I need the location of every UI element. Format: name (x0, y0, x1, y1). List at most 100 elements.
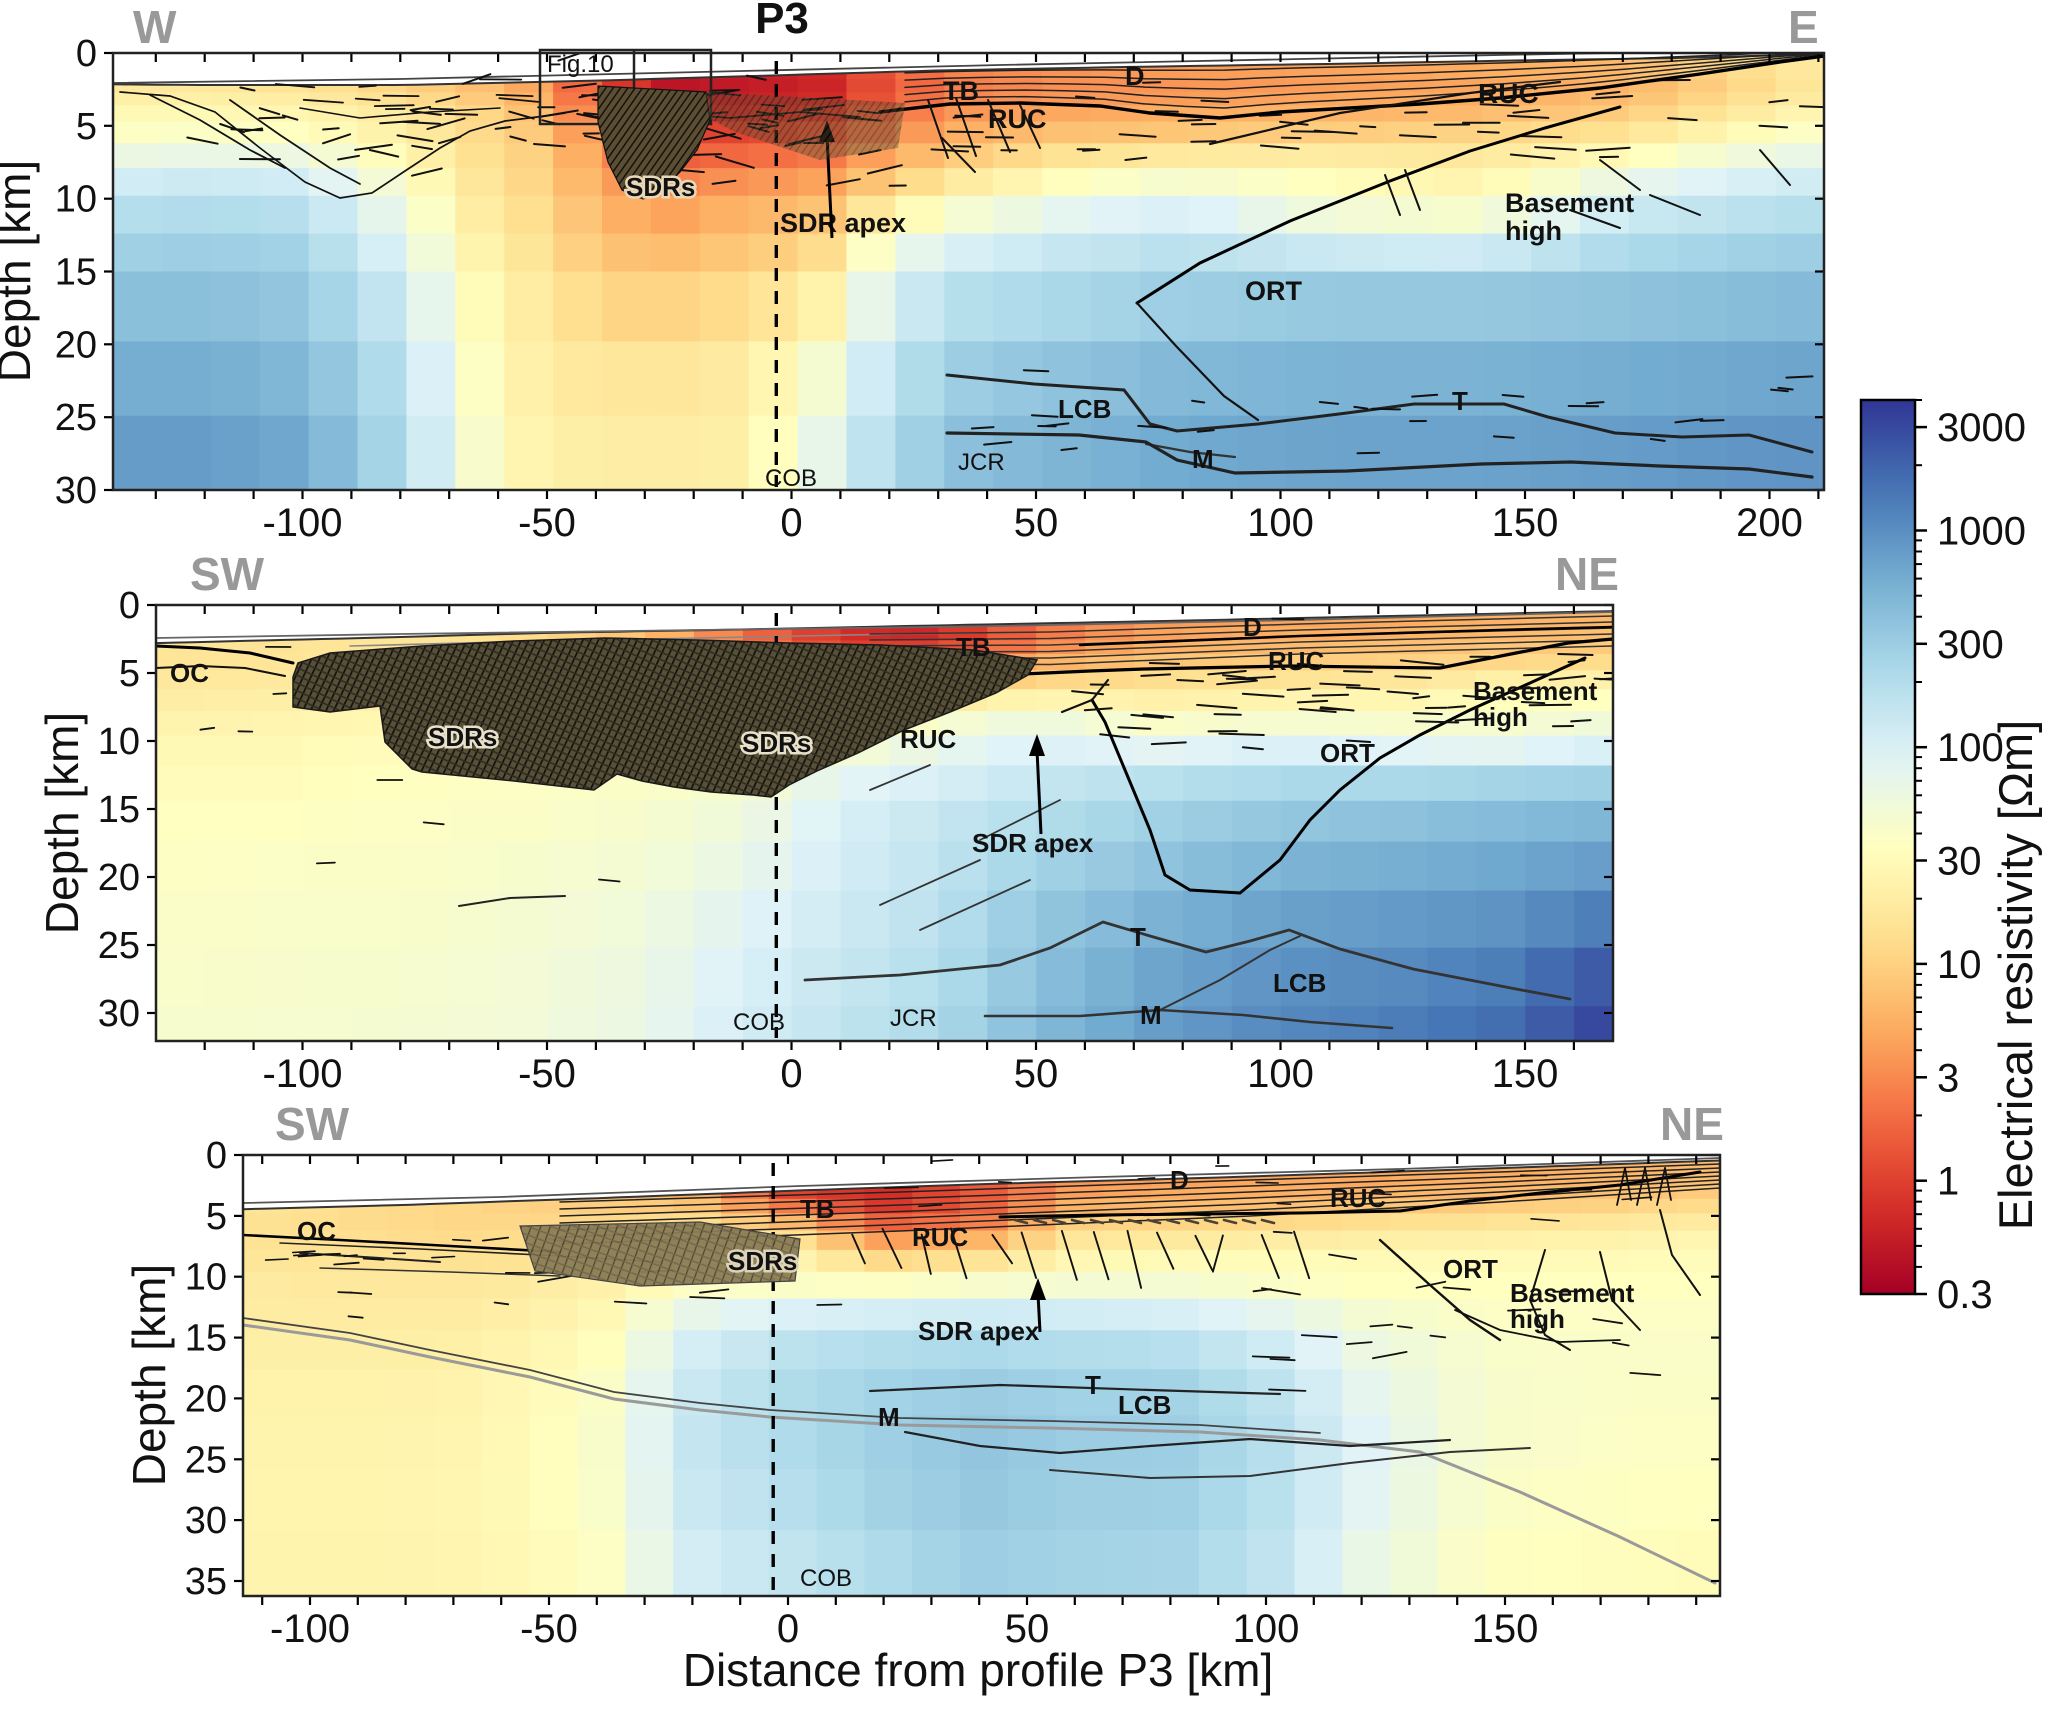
svg-text:0: 0 (119, 585, 140, 627)
svg-text:300: 300 (1937, 623, 2004, 667)
svg-text:100: 100 (1937, 726, 2004, 770)
svg-text:Electrical resistivity [Ωm]: Electrical resistivity [Ωm] (1989, 720, 2042, 1230)
svg-text:0: 0 (780, 501, 802, 545)
svg-text:Depth [km]: Depth [km] (0, 160, 40, 382)
svg-text:W: W (133, 1, 177, 53)
svg-text:50: 50 (1014, 501, 1059, 545)
svg-text:OC: OC (297, 1216, 336, 1246)
svg-text:LCB: LCB (1058, 394, 1111, 424)
svg-text:TB: TB (943, 76, 979, 106)
svg-text:SW: SW (275, 1098, 350, 1150)
svg-text:15: 15 (185, 1318, 227, 1360)
svg-text:50: 50 (1014, 1052, 1059, 1096)
svg-text:10: 10 (98, 721, 140, 763)
svg-text:SDRs: SDRs (626, 172, 695, 202)
svg-text:LCB: LCB (1273, 968, 1326, 998)
svg-text:RUC: RUC (912, 1222, 969, 1252)
svg-text:ORT: ORT (1443, 1254, 1498, 1284)
svg-text:100: 100 (1247, 1052, 1314, 1096)
svg-text:3000: 3000 (1937, 406, 2026, 450)
svg-text:25: 25 (98, 925, 140, 967)
svg-text:Fig.10: Fig.10 (547, 51, 614, 78)
svg-text:SW: SW (190, 548, 265, 600)
svg-text:20: 20 (98, 857, 140, 899)
svg-text:30: 30 (1937, 840, 1982, 884)
svg-text:JCR: JCR (958, 449, 1005, 476)
svg-text:0: 0 (76, 33, 97, 75)
svg-text:10: 10 (185, 1257, 227, 1299)
svg-text:-50: -50 (518, 1052, 576, 1096)
svg-text:T: T (1130, 922, 1146, 952)
svg-text:30: 30 (55, 470, 97, 512)
svg-text:SDRs: SDRs (728, 1246, 797, 1276)
svg-text:OC: OC (170, 658, 209, 688)
svg-text:25: 25 (185, 1439, 227, 1481)
svg-text:150: 150 (1472, 1607, 1539, 1651)
svg-text:-50: -50 (518, 501, 576, 545)
svg-text:0: 0 (780, 1052, 802, 1096)
svg-text:D: D (1125, 61, 1145, 91)
svg-text:15: 15 (98, 789, 140, 831)
svg-text:10: 10 (1937, 943, 1982, 987)
svg-text:high: high (1510, 1304, 1565, 1334)
svg-text:Basement: Basement (1510, 1278, 1635, 1308)
svg-text:SDRs: SDRs (742, 728, 811, 758)
svg-text:JCR: JCR (890, 1005, 937, 1032)
svg-text:25: 25 (55, 397, 97, 439)
svg-text:50: 50 (1005, 1607, 1050, 1651)
svg-text:T: T (1452, 386, 1468, 416)
svg-text:150: 150 (1492, 1052, 1559, 1096)
svg-text:-100: -100 (262, 501, 342, 545)
svg-text:D: D (1243, 612, 1262, 642)
svg-text:5: 5 (76, 106, 97, 148)
svg-text:1: 1 (1937, 1160, 1959, 1204)
svg-text:0.3: 0.3 (1937, 1273, 1993, 1317)
svg-text:COB: COB (765, 465, 817, 492)
svg-text:SDR apex: SDR apex (918, 1316, 1040, 1346)
svg-text:RUC: RUC (1478, 78, 1539, 109)
svg-text:30: 30 (98, 993, 140, 1035)
svg-text:RUC: RUC (988, 104, 1047, 134)
svg-text:20: 20 (185, 1378, 227, 1420)
svg-text:0: 0 (206, 1135, 227, 1177)
svg-text:M: M (1140, 1000, 1162, 1030)
svg-text:3: 3 (1937, 1056, 1959, 1100)
svg-text:ORT: ORT (1320, 738, 1375, 768)
svg-text:-50: -50 (520, 1607, 578, 1651)
svg-text:-100: -100 (270, 1607, 350, 1651)
svg-text:Depth [km]: Depth [km] (123, 1264, 175, 1486)
svg-text:150: 150 (1492, 501, 1559, 545)
svg-text:15: 15 (55, 252, 97, 294)
svg-text:NE: NE (1660, 1098, 1724, 1150)
svg-text:T: T (1085, 1370, 1101, 1400)
svg-text:TB: TB (800, 1194, 835, 1224)
svg-text:1000: 1000 (1937, 510, 2026, 554)
svg-text:Basement: Basement (1473, 676, 1598, 706)
svg-text:COB: COB (800, 1565, 852, 1592)
svg-text:P3: P3 (755, 0, 809, 43)
svg-text:Distance from profile P3 [km]: Distance from profile P3 [km] (683, 1644, 1274, 1696)
svg-text:COB: COB (733, 1009, 785, 1036)
svg-text:ORT: ORT (1245, 276, 1303, 306)
svg-text:200: 200 (1736, 501, 1803, 545)
svg-text:Basement: Basement (1505, 188, 1634, 218)
svg-text:TB: TB (956, 632, 991, 662)
svg-text:M: M (1192, 444, 1214, 474)
svg-text:0: 0 (777, 1607, 799, 1651)
svg-text:high: high (1505, 216, 1562, 246)
svg-text:30: 30 (185, 1500, 227, 1542)
svg-text:M: M (878, 1402, 900, 1432)
svg-text:RUC: RUC (900, 724, 957, 754)
svg-text:LCB: LCB (1118, 1390, 1171, 1420)
svg-text:NE: NE (1555, 548, 1619, 600)
svg-text:-100: -100 (262, 1052, 342, 1096)
svg-text:5: 5 (119, 653, 140, 695)
svg-text:E: E (1788, 1, 1819, 53)
svg-text:100: 100 (1233, 1607, 1300, 1651)
svg-text:100: 100 (1247, 501, 1314, 545)
svg-text:5: 5 (206, 1196, 227, 1238)
svg-text:10: 10 (55, 179, 97, 221)
svg-text:RUC: RUC (1330, 1183, 1387, 1213)
svg-text:Depth [km]: Depth [km] (36, 712, 88, 934)
svg-text:SDR apex: SDR apex (780, 208, 906, 238)
